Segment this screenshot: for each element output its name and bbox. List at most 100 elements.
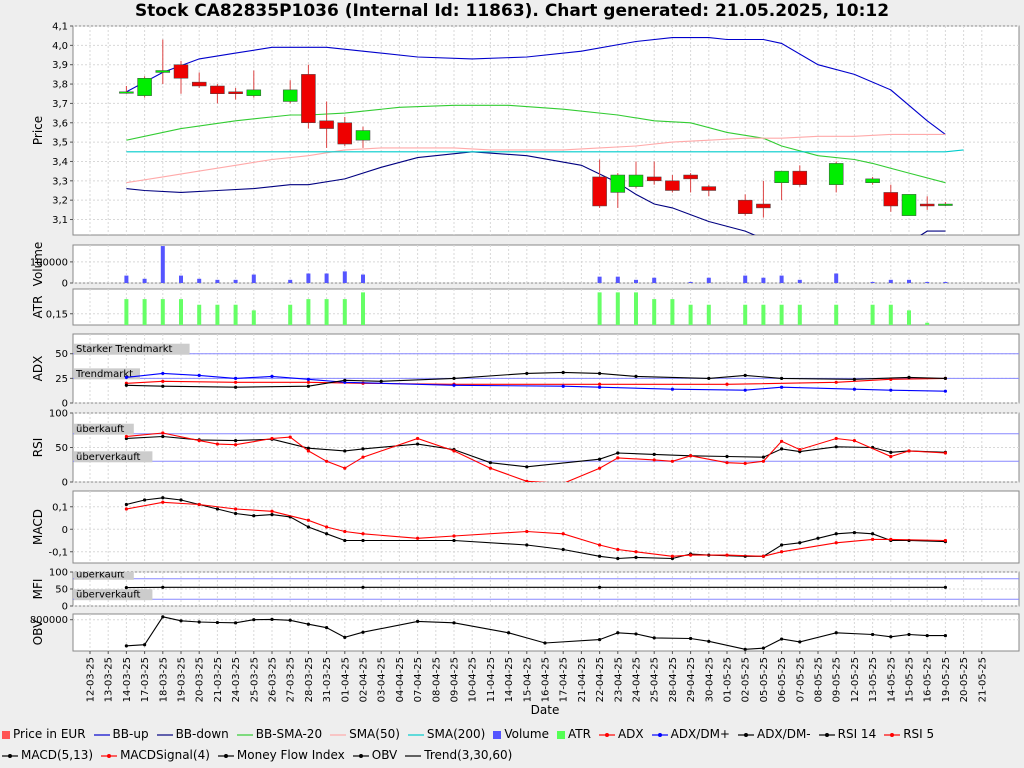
candle-body <box>938 203 953 206</box>
volume-y-tick-label: 100000 <box>30 257 68 268</box>
data-point <box>634 555 638 559</box>
data-point <box>124 502 128 507</box>
legend-item: BB-up <box>93 724 149 745</box>
x-tick-label: 07-04-25 <box>413 657 424 702</box>
data-point <box>943 585 948 589</box>
data-point <box>124 507 128 511</box>
data-point <box>234 376 238 380</box>
data-point <box>798 447 802 452</box>
atr-bar <box>306 299 311 325</box>
atr-bar <box>197 304 202 325</box>
data-point <box>234 439 238 443</box>
x-tick-label: 01-05-25 <box>723 657 734 702</box>
rsi-y-tick-label: 100 <box>49 409 68 420</box>
adx-y-tick-label: 25 <box>55 374 68 385</box>
data-point <box>652 636 656 640</box>
data-point <box>925 634 929 638</box>
data-point <box>288 435 292 439</box>
rsi-y-tick-label: 0 <box>62 478 68 489</box>
data-point <box>452 383 456 387</box>
data-point <box>871 532 875 536</box>
data-point <box>507 631 511 635</box>
macd-y-tick-label: -0,1 <box>48 547 68 558</box>
macd-y-tick-label: 0,1 <box>52 502 68 513</box>
data-point <box>834 380 838 384</box>
data-point <box>306 377 310 381</box>
data-point <box>598 554 602 558</box>
data-point <box>343 466 347 470</box>
data-point <box>743 461 747 465</box>
legend-symbol <box>352 753 369 758</box>
data-point <box>598 585 602 589</box>
data-point <box>161 585 165 589</box>
data-point <box>416 436 420 441</box>
sma-50--line <box>126 133 946 184</box>
x-tick-label: 04-04-25 <box>395 657 406 702</box>
data-point <box>197 373 201 377</box>
data-point <box>561 532 565 536</box>
data-point <box>361 585 365 589</box>
data-point <box>197 439 201 443</box>
data-point <box>416 442 420 446</box>
mfi-axis-label: MFI <box>31 579 45 600</box>
data-point <box>525 479 529 482</box>
data-point <box>689 553 693 557</box>
candle-body <box>191 81 207 87</box>
data-point <box>598 543 602 547</box>
atr-plot-area <box>72 288 1020 326</box>
candle-body <box>865 178 880 183</box>
data-point <box>161 500 165 504</box>
volume-bar <box>179 275 183 283</box>
adx-plot-area <box>72 333 1020 404</box>
x-tick-label: 22-04-25 <box>595 657 606 702</box>
data-point <box>871 537 875 541</box>
x-tick-label: 25-03-25 <box>249 657 260 702</box>
atr-bar <box>797 304 802 325</box>
data-point <box>270 509 274 513</box>
legend-symbol <box>818 732 835 737</box>
candle-body <box>756 203 771 209</box>
legend-symbol <box>217 753 234 758</box>
macd-axis-label: MACD <box>31 509 45 545</box>
x-tick-label: 17-04-25 <box>559 657 570 702</box>
x-tick-label: 25-04-25 <box>650 657 661 702</box>
obv-axis-label: OBV <box>31 619 45 645</box>
volume-bar <box>925 281 930 283</box>
macd-panel: -0,1 0 0,1 MACD <box>31 490 1020 564</box>
data-point <box>452 376 456 380</box>
x-tick-label: 13-03-25 <box>104 657 115 702</box>
data-point <box>907 632 911 637</box>
data-point <box>306 380 310 384</box>
legend-label: SMA(50) <box>349 727 400 741</box>
x-tick-label: 21-05-25 <box>977 657 988 702</box>
volume-bar <box>779 275 784 283</box>
atr-bar <box>779 304 784 325</box>
legend-label: ADX/DM- <box>756 727 811 741</box>
threshold-label-bg <box>74 451 153 463</box>
data-point <box>834 436 838 441</box>
rsi-axis-label: RSI <box>31 438 45 458</box>
x-tick-label: 11-04-25 <box>486 657 497 702</box>
data-point <box>943 451 948 455</box>
threshold-label: Trendmarkt <box>75 369 133 380</box>
volume-y-tick-label: 0 <box>62 279 68 290</box>
data-point <box>943 538 948 543</box>
data-point <box>598 466 602 470</box>
x-axis-label: Date <box>531 703 560 717</box>
volume-bar <box>761 277 766 283</box>
volume-bar <box>215 279 220 283</box>
data-point <box>452 449 456 453</box>
volume-bar <box>888 279 893 283</box>
x-tick-label: 12-05-25 <box>850 657 861 702</box>
data-point <box>670 459 675 463</box>
data-point <box>907 449 911 453</box>
data-point <box>889 635 893 639</box>
data-point <box>361 532 365 536</box>
legend-item: Trend(3,30,60) <box>405 745 512 766</box>
atr-bar <box>597 292 602 325</box>
data-point <box>561 370 565 375</box>
data-point <box>652 452 656 456</box>
threshold-label: Starker Trendmarkt <box>76 344 173 355</box>
volume-bar <box>342 271 347 283</box>
legend-item: MACD(5,13) <box>2 745 93 766</box>
